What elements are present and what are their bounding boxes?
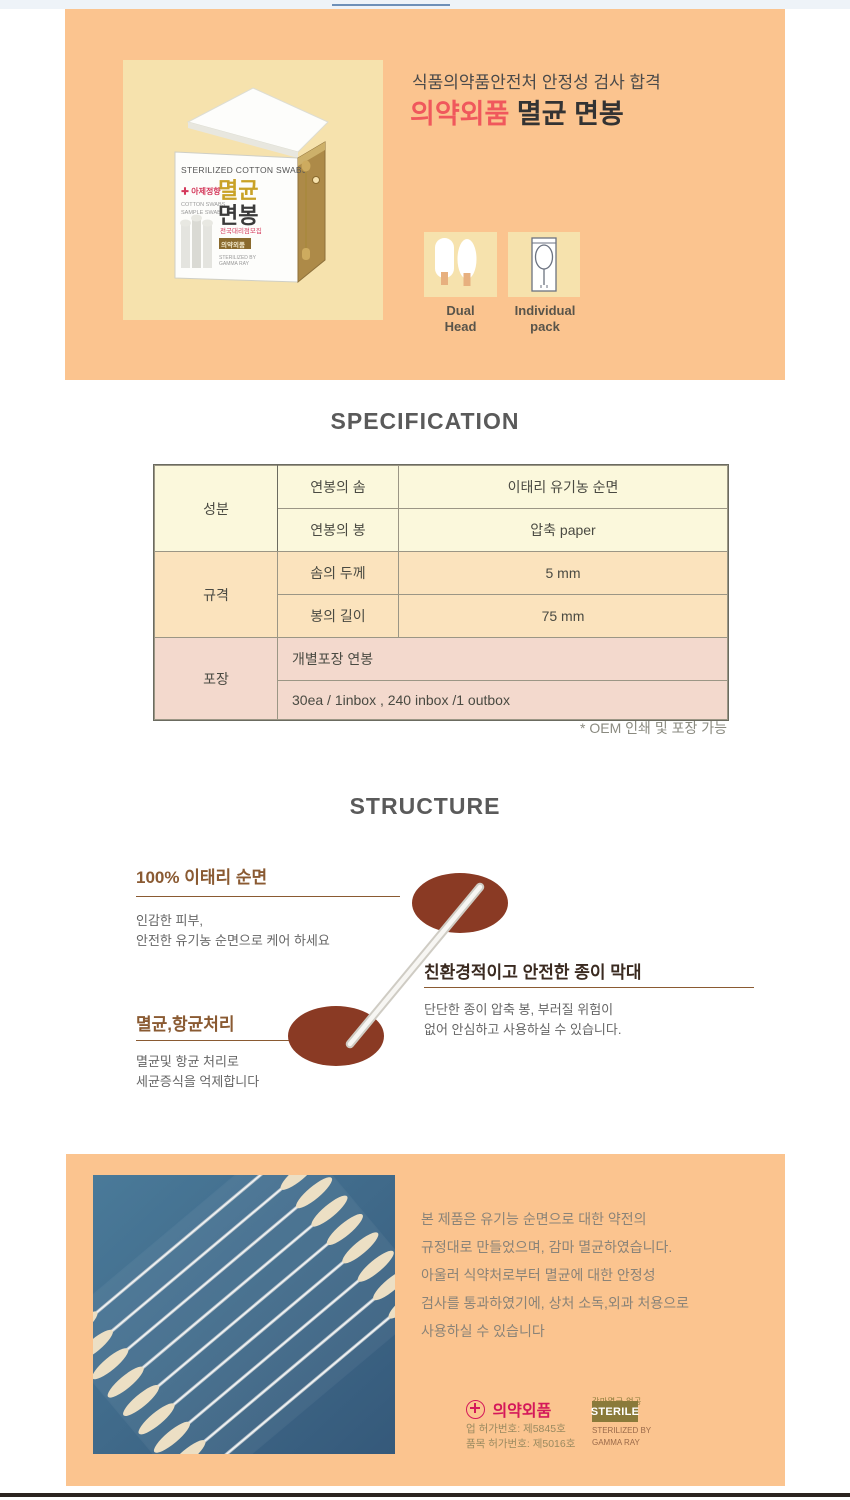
svg-text:면봉: 면봉	[218, 203, 258, 228]
svg-text:의약외품: 의약외품	[221, 240, 245, 249]
svg-text:멸균: 멸균	[218, 178, 258, 203]
svg-text:✚ 아제정향: ✚ 아제정향	[181, 186, 221, 196]
svg-text:STERILIZED COTTON SWABS: STERILIZED COTTON SWABS	[181, 165, 308, 175]
svg-text:GAMMA RAY: GAMMA RAY	[219, 261, 250, 267]
svg-text:전국대리점모집: 전국대리점모집	[220, 226, 262, 235]
svg-text:SAMPLE SWAB: SAMPLE SWAB	[181, 210, 221, 216]
